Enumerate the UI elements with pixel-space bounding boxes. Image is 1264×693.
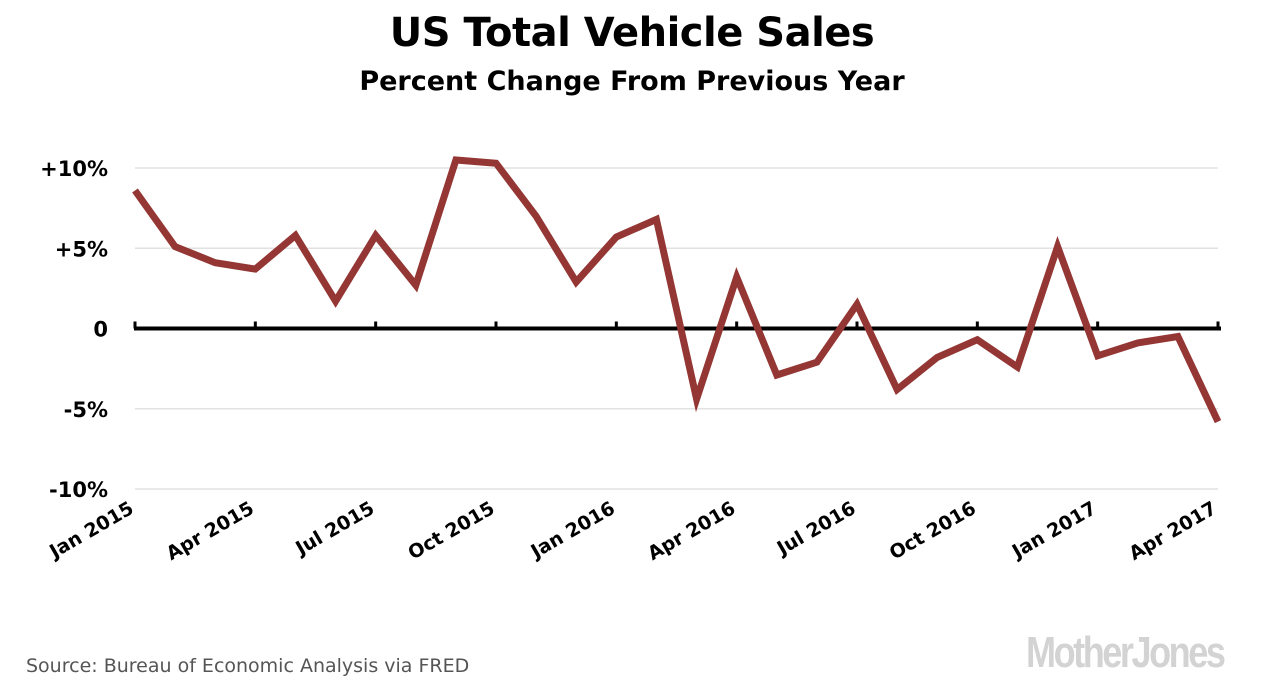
gridlines — [135, 167, 1218, 490]
x-tick-label: Jan 2016 — [526, 497, 619, 564]
chart-title: US Total Vehicle Sales — [389, 10, 875, 56]
mother-jones-logo: MotherJones — [1026, 628, 1226, 677]
x-tick-label: Jan 2017 — [1007, 497, 1100, 564]
x-tick-label: Jan 2015 — [44, 497, 137, 564]
x-tick-label: Jul 2016 — [772, 497, 860, 560]
x-tick-label: Apr 2016 — [644, 497, 739, 565]
y-tick-label: +5% — [55, 237, 108, 261]
y-tick-label: -5% — [64, 398, 108, 422]
y-axis: +10% +5% 0 -5% -10% — [40, 157, 108, 502]
series-line — [132, 156, 1222, 424]
chart-subtitle: Percent Change From Previous Year — [359, 66, 905, 97]
x-tick-labels: Jan 2015 Apr 2015 Jul 2015 Oct 2015 Jan 2016… — [44, 497, 1220, 565]
x-tick-label: Apr 2015 — [163, 497, 258, 565]
y-tick-label: 0 — [93, 318, 108, 342]
y-tick-label: -10% — [49, 478, 108, 502]
y-tick-label: +10% — [40, 157, 108, 181]
x-tick-label: Oct 2016 — [886, 497, 980, 564]
series-layer — [132, 156, 1222, 424]
x-tick-label: Jul 2015 — [290, 497, 378, 560]
x-tick-label: Oct 2015 — [404, 497, 498, 564]
x-tick-label: Apr 2017 — [1125, 497, 1220, 565]
source-note: Source: Bureau of Economic Analysis via … — [26, 655, 470, 677]
